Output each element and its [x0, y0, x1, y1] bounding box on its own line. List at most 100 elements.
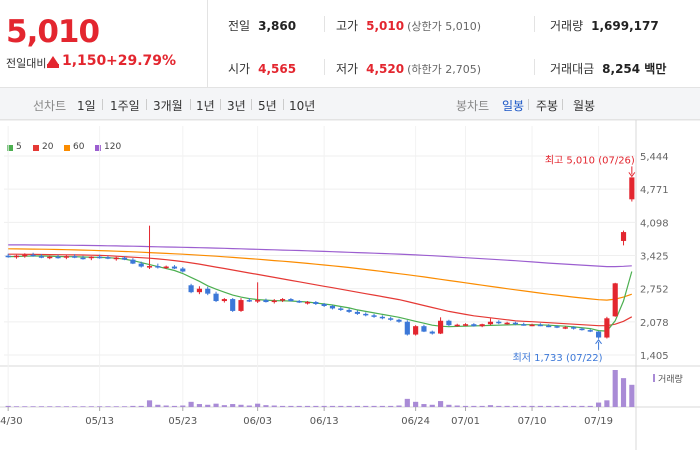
candle-body: [255, 300, 261, 302]
legend-ma60: 60: [73, 142, 85, 152]
volume-bar: [546, 405, 552, 407]
legend-swatch-ma20: [33, 145, 39, 151]
candle-body: [446, 320, 452, 326]
volume-bar: [22, 406, 28, 407]
volume-bar: [188, 401, 194, 407]
divider: [324, 16, 325, 32]
volume-bar: [313, 405, 319, 407]
x-tick-label: 05/23: [168, 416, 197, 427]
x-tick-label: 06/24: [401, 416, 430, 427]
volume-bar: [571, 405, 577, 407]
candle-body: [88, 256, 94, 259]
ma5-line: [8, 255, 633, 332]
candle-body: [371, 315, 377, 317]
candle-body: [546, 325, 552, 328]
candle-weekly[interactable]: 주봉: [536, 99, 559, 113]
volume-bar: [47, 406, 53, 407]
line-chart-label: 선차트: [33, 99, 67, 113]
volume-bar: [413, 401, 419, 407]
volume-bar: [238, 404, 244, 407]
volume-bar: [512, 405, 518, 407]
volume-bar: [587, 405, 593, 407]
divider: [324, 59, 325, 75]
volume-bar: [105, 406, 111, 407]
y-tick-label: 2,078: [640, 318, 669, 329]
volume-bar: [604, 400, 610, 407]
volume-bar: [171, 405, 178, 407]
ma120-line: [8, 244, 632, 268]
change-rate: +29.79%: [106, 53, 177, 69]
candle-chart-label: 봉차트: [456, 99, 490, 113]
period-3y[interactable]: 3년: [227, 99, 246, 113]
volume-bar: [146, 400, 153, 407]
candle-body: [629, 177, 635, 200]
period-1d[interactable]: 1일: [77, 99, 96, 113]
legend-ma20: 20: [42, 142, 54, 152]
candle-body: [22, 254, 28, 257]
candle-body: [504, 322, 510, 325]
candle-body: [529, 324, 535, 327]
volume-bar: [55, 406, 61, 407]
volume-bar: [363, 405, 369, 407]
candle-body: [80, 257, 86, 260]
volume-bar: [612, 370, 618, 407]
volume-bar: [579, 405, 585, 407]
period-3m[interactable]: 3개월: [153, 99, 183, 113]
candle-body: [238, 300, 244, 311]
volume-bar: [113, 406, 119, 407]
ma60-line: [8, 248, 632, 301]
candle-body: [63, 256, 69, 258]
candle-body: [138, 263, 144, 267]
y-tick-label: 3,425: [640, 252, 669, 263]
candle-body: [47, 256, 53, 259]
divider: [251, 99, 252, 110]
period-1w[interactable]: 1주일: [110, 99, 140, 113]
candle-body: [105, 257, 111, 259]
volume-bar: [454, 405, 460, 407]
x-tick-label: 07/01: [451, 416, 480, 427]
volume-bar: [180, 405, 186, 407]
candle-body: [521, 324, 527, 326]
period-5y[interactable]: 5년: [258, 99, 277, 113]
candle-body: [55, 256, 61, 259]
volume-bar: [462, 405, 469, 407]
volume-bar: [371, 405, 377, 407]
period-1y[interactable]: 1년: [196, 99, 215, 113]
candle-body: [537, 324, 543, 327]
candle-body: [404, 321, 410, 335]
candle-body: [38, 256, 44, 258]
volume-bar: [255, 403, 261, 407]
candle-body: [5, 255, 11, 258]
volume-bar: [304, 405, 311, 407]
high-price: 고가 5,010 (상한가 5,010): [336, 19, 481, 33]
candle-body: [230, 299, 236, 311]
candle-body: [471, 324, 477, 327]
divider: [534, 16, 535, 32]
volume-bar: [63, 406, 69, 407]
candle-daily[interactable]: 일봉: [502, 99, 525, 113]
volume-bar: [321, 405, 327, 407]
candle-body: [146, 266, 153, 268]
volume-bar: [396, 405, 402, 407]
candle-body: [288, 299, 294, 302]
candle-body: [429, 331, 435, 334]
candle-body: [163, 266, 169, 269]
high-arrow-head: [628, 172, 636, 178]
volume-bar: [404, 398, 410, 407]
candle-monthly[interactable]: 월봉: [573, 99, 596, 113]
candle-body: [221, 299, 227, 302]
candle-body: [487, 321, 494, 325]
diff-label: 전일대비: [6, 57, 47, 70]
volume-bar: [388, 405, 394, 407]
candle-body: [388, 318, 394, 320]
volume-legend-label: 거래량: [658, 373, 683, 385]
candle-body: [604, 318, 610, 338]
volume-bar: [271, 405, 277, 407]
legend-ma120: 120: [104, 142, 122, 152]
candle-body: [587, 330, 593, 332]
volume-bar: [346, 405, 352, 407]
period-10y[interactable]: 10년: [289, 99, 316, 113]
volume-bar: [471, 405, 477, 407]
candle-body: [596, 331, 602, 338]
